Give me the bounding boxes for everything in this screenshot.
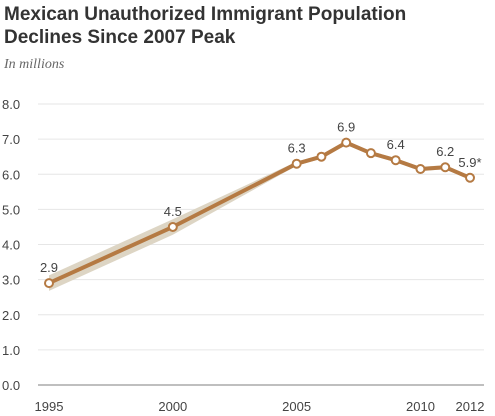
x-tick-label: 1995 — [35, 399, 64, 414]
data-point — [44, 278, 54, 289]
data-label: 6.2 — [436, 144, 454, 159]
x-tick-label: 2012 — [456, 399, 485, 414]
y-tick-label: 4.0 — [2, 238, 20, 253]
y-tick-label: 2.0 — [2, 308, 20, 323]
y-tick-label: 5.0 — [2, 202, 20, 217]
series-line — [47, 140, 472, 286]
y-tick-label: 3.0 — [2, 273, 20, 288]
y-tick-label: 6.0 — [2, 167, 20, 182]
data-label: 6.4 — [387, 137, 405, 152]
chart-subtitle: In millions — [4, 57, 65, 72]
data-point — [415, 163, 426, 174]
chart-title: Mexican Unauthorized Immigrant Populatio… — [4, 4, 407, 48]
data-label: 4.5 — [164, 204, 182, 219]
y-tick-label: 1.0 — [2, 343, 20, 358]
data-point — [390, 155, 401, 166]
data-point — [365, 148, 376, 159]
data-label: 5.9* — [458, 155, 481, 170]
data-label: 6.9 — [337, 120, 355, 135]
data-label: 2.9 — [40, 260, 58, 275]
x-tick-label: 2000 — [158, 399, 187, 414]
data-point — [167, 221, 178, 232]
data-point — [465, 172, 475, 183]
x-tick-label: 2010 — [406, 399, 435, 414]
data-point — [316, 151, 327, 162]
data-point — [291, 158, 302, 169]
data-label: 6.3 — [288, 141, 306, 156]
y-tick-label: 8.0 — [2, 97, 20, 112]
data-point — [341, 137, 352, 148]
y-tick-label: 0.0 — [2, 378, 20, 393]
x-tick-label: 2005 — [282, 399, 311, 414]
data-point — [440, 162, 451, 173]
y-tick-label: 7.0 — [2, 132, 20, 147]
